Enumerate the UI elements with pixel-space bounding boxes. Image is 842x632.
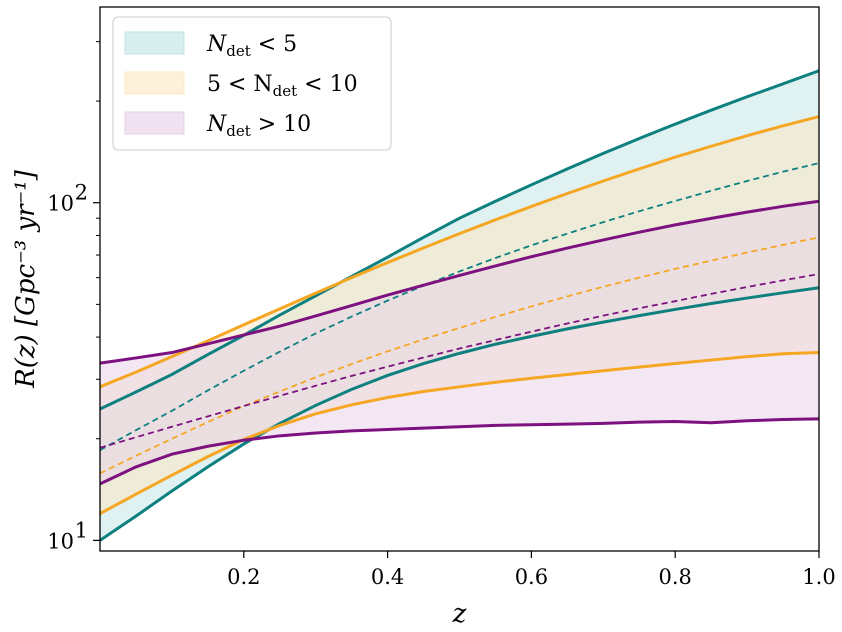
- y-tick-label-exponent: 1: [75, 518, 88, 542]
- legend-label: 5 < Ndet < 10: [207, 72, 358, 100]
- legend-swatch: [124, 111, 185, 135]
- plot-frame: [99, 6, 820, 552]
- legend: Ndet < 5 5 < Ndet < 10 Ndet > 10: [112, 16, 392, 151]
- y-tick-label-exponent: 2: [75, 181, 88, 205]
- x-tick-label: 0.2: [227, 565, 260, 589]
- lower-line-0: [99, 286, 820, 542]
- y-tick-label: 10: [47, 529, 74, 553]
- lower-line-2: [99, 417, 820, 486]
- legend-swatch: [124, 31, 185, 55]
- upper-line-1: [99, 115, 820, 389]
- x-tick-label: 0.6: [515, 565, 548, 589]
- legend-label: Ndet > 10: [206, 112, 311, 140]
- median-line-1: [99, 236, 820, 475]
- upper-line-0: [99, 69, 820, 411]
- median-line-2: [99, 273, 820, 449]
- band-2: [100, 201, 819, 484]
- y-tick-label: 10: [47, 192, 74, 216]
- legend-label: Ndet < 5: [206, 32, 297, 60]
- x-tick-label: 1.0: [802, 565, 835, 589]
- median-line-0: [99, 162, 820, 451]
- x-tick-label: 0.4: [371, 565, 404, 589]
- lines-layer: [99, 69, 820, 542]
- x-tick-label: 0.8: [658, 565, 691, 589]
- y-axis-label: R(z) [Gpc⁻³ yr⁻¹]: [11, 169, 41, 389]
- legend-swatch: [124, 71, 185, 95]
- lower-line-1: [99, 351, 820, 515]
- x-axis: 0.2 0.4 0.6 0.8 1.0: [227, 551, 836, 589]
- upper-line-2: [99, 199, 820, 365]
- x-axis-label: z: [452, 599, 467, 629]
